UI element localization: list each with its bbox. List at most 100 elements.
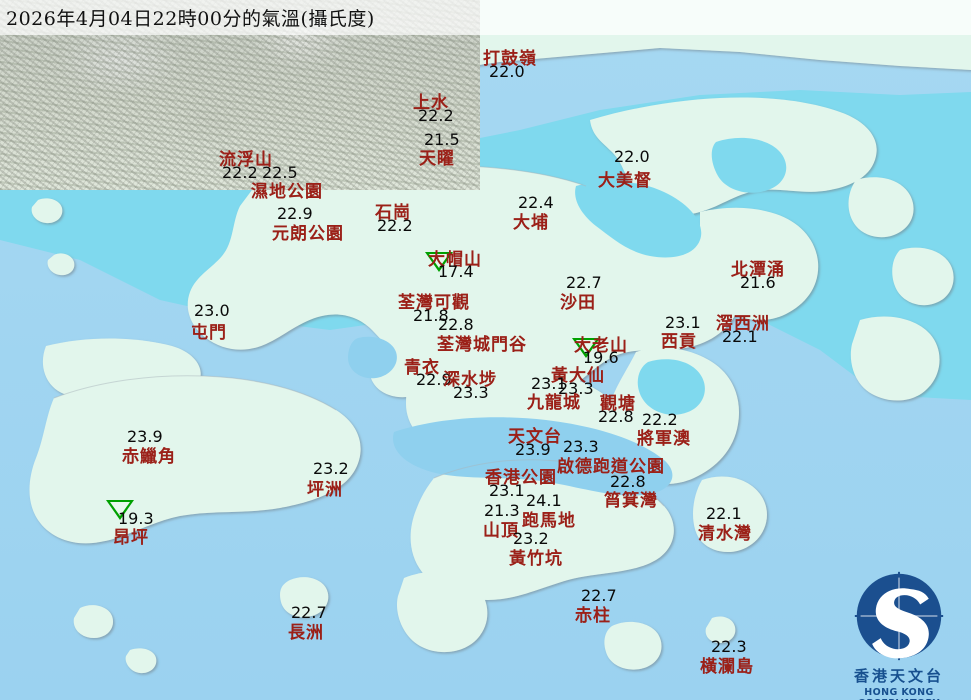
sea-plover-cove — [711, 137, 787, 193]
station-temperature-value: 22.3 — [711, 637, 747, 656]
logo-english-text: HONG KONG OBSERVATORY — [858, 687, 940, 700]
station-name: 天文台 — [508, 427, 562, 447]
station-name: 濕地公園 — [251, 182, 323, 202]
low-temperature-marker — [572, 338, 600, 358]
station-temperature-value: 19.3 — [118, 509, 154, 528]
station-name: 昂坪 — [113, 528, 149, 548]
station-name: 屯門 — [191, 323, 227, 343]
station-name: 赤鱲角 — [122, 447, 176, 467]
station-temperature-value: 23.0 — [194, 301, 230, 320]
station-name: 黃大仙 — [551, 366, 605, 386]
station-name: 荃灣可觀 — [398, 293, 470, 313]
station-temperature-value: 22.8 — [598, 407, 634, 426]
station-name: 跑馬地 — [522, 511, 576, 531]
station-name: 打鼓嶺 — [483, 49, 537, 69]
sea-victoria-harbour — [393, 417, 673, 496]
station-temperature-value: 23.9 — [127, 427, 163, 446]
station-name: 山頂 — [483, 521, 519, 541]
land-east-strip — [850, 316, 940, 401]
hko-logo: 香港天文台 HONG KONG OBSERVATORY — [833, 568, 965, 700]
station-name: 大埔 — [513, 213, 549, 233]
station-temperature-value: 22.1 — [722, 327, 758, 346]
station-temperature-value: 22.0 — [489, 62, 525, 81]
station-temperature-value: 23.3 — [563, 437, 599, 456]
station-name: 青衣 — [404, 358, 440, 378]
station-name: 元朗公園 — [272, 224, 344, 244]
station-temperature-value: 22.0 — [614, 147, 650, 166]
logo-chinese-text: 香港天文台 — [853, 667, 944, 685]
station-temperature-value: 22.7 — [291, 603, 327, 622]
station-name: 赤柱 — [575, 606, 611, 626]
station-temperature-value: 22.5 — [262, 163, 298, 182]
station-temperature-value: 23.2 — [313, 459, 349, 478]
station-name: 深水埗 — [443, 370, 497, 390]
station-name: 香港公園 — [485, 468, 557, 488]
station-temperature-value: 22.2 — [642, 410, 678, 429]
land-peng-chau — [276, 456, 314, 489]
land-hong-kong-island — [410, 459, 674, 600]
station-temperature-value: 21.8 — [413, 306, 449, 325]
land-ne-islets — [892, 247, 954, 306]
station-temperature-value: 19.6 — [583, 348, 619, 367]
station-temperature-value: 21.3 — [484, 501, 520, 520]
station-temperature-value: 22.1 — [706, 504, 742, 523]
land-chek-lap-kok-airport — [42, 338, 201, 405]
station-name: 沙田 — [560, 293, 596, 313]
station-name: 天矅 — [419, 149, 455, 169]
station-name: 坪洲 — [307, 480, 343, 500]
station-temperature-value: 22.2 — [377, 216, 413, 235]
land-west-islets — [31, 198, 75, 276]
station-temperature-value: 22.4 — [518, 193, 554, 212]
station-name: 啟德跑道公園 — [557, 457, 665, 477]
land-waglan-island — [705, 616, 736, 643]
station-temperature-value: 23.3 — [453, 383, 489, 402]
sea-tolo-harbour — [575, 181, 702, 258]
station-temperature-value: 23.1 — [665, 313, 701, 332]
station-name: 清水灣 — [698, 524, 752, 544]
station-name: 荃灣城門谷 — [437, 335, 527, 355]
station-temperature-value: 22.8 — [610, 472, 646, 491]
station-name: 大帽山 — [428, 250, 482, 270]
station-name: 將軍澳 — [637, 429, 691, 449]
station-temperature-value: 22.2 — [222, 163, 258, 182]
station-temperature-value: 21.5 — [424, 130, 460, 149]
land-soko-islands — [73, 605, 157, 674]
station-name: 大美督 — [598, 171, 652, 191]
land-clearwater-bay — [693, 476, 767, 553]
station-name: 北潭涌 — [731, 260, 785, 280]
low-temperature-marker — [425, 252, 453, 272]
station-temperature-value: 24.1 — [526, 491, 562, 510]
hko-spiral-logo-icon — [854, 571, 944, 661]
sea-sai-kung-bays — [637, 359, 705, 415]
station-temperature-value: 22.7 — [581, 586, 617, 605]
station-temperature-value: 22.7 — [566, 273, 602, 292]
station-temperature-value: 23.1 — [489, 481, 525, 500]
low-temperature-marker — [106, 500, 134, 520]
station-name: 石崗 — [375, 203, 411, 223]
land-po-toi-islands — [604, 621, 662, 670]
land-cheung-chau — [280, 577, 329, 618]
station-name: 黃竹坑 — [509, 549, 563, 569]
station-temperature-value: 22.2 — [418, 106, 454, 125]
station-temperature-value: 22.8 — [438, 315, 474, 334]
station-temperature-value: 22.9 — [277, 204, 313, 223]
land-lamma-island — [396, 571, 488, 653]
station-name: 流浮山 — [219, 150, 273, 170]
station-name: 滘西洲 — [716, 314, 770, 334]
station-temperature-value: 17.4 — [438, 262, 474, 281]
land-sai-kung-north — [699, 207, 819, 321]
station-temperature-value: 23.3 — [558, 379, 594, 398]
station-name: 九龍城 — [527, 393, 581, 413]
station-name: 橫瀾島 — [700, 657, 754, 677]
station-temperature-value: 21.6 — [740, 273, 776, 292]
station-name: 西貢 — [661, 332, 697, 352]
station-temperature-value: 23.2 — [513, 529, 549, 548]
sea-rambler-channel — [348, 336, 397, 379]
land-tap-mun — [848, 177, 914, 238]
station-name: 筲箕灣 — [604, 491, 658, 511]
station-name: 大老山 — [574, 336, 628, 356]
station-temperature-value: 23.1 — [531, 374, 567, 393]
station-temperature-value: 22.9 — [416, 370, 452, 389]
